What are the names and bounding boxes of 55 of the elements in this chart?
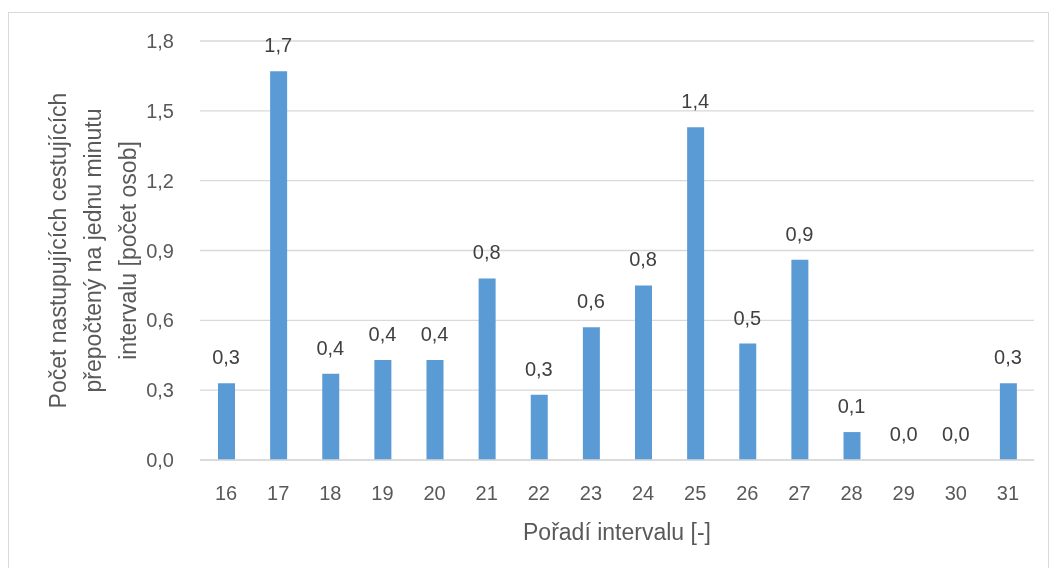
bar: [530, 394, 548, 460]
data-label: 0,1: [837, 395, 866, 418]
data-label: 0,5: [733, 306, 762, 329]
x-tick-label: 20: [423, 482, 446, 505]
bar: [218, 383, 235, 460]
x-tick-label: 19: [371, 482, 394, 505]
y-tick-label: 0,3: [146, 379, 174, 402]
x-tick-label: 31: [996, 482, 1020, 505]
x-axis-title: Pořadí intervalu [-]: [523, 519, 711, 545]
data-label: 0,3: [212, 346, 240, 369]
x-tick-label: 23: [579, 482, 603, 505]
bar: [270, 71, 288, 460]
bar: [426, 359, 444, 460]
bar: [322, 373, 340, 460]
x-tick-label: 25: [684, 482, 707, 505]
data-label: 0,4: [420, 322, 449, 345]
bar: [478, 278, 496, 460]
x-tick-label: 29: [892, 482, 915, 505]
data-label: 0,4: [368, 322, 397, 345]
y-tick-label: 1,2: [146, 169, 174, 192]
data-label: 0,9: [785, 222, 814, 245]
data-label: 0,0: [889, 423, 918, 445]
bar: [582, 327, 600, 460]
bar: [635, 285, 652, 460]
x-tick-label: 24: [631, 482, 655, 505]
data-label: 0,4: [316, 336, 345, 359]
x-tick-label: 21: [475, 482, 498, 505]
bar: [791, 259, 809, 460]
data-label: 0,3: [994, 346, 1022, 369]
bar: [739, 343, 757, 460]
x-tick-label: 30: [944, 482, 967, 505]
x-tick-label: 22: [527, 482, 550, 505]
y-tick-label: 0,0: [146, 449, 174, 472]
x-tick-label: 27: [788, 482, 811, 505]
x-tick-label: 16: [214, 482, 238, 505]
data-label: 0,6: [577, 290, 605, 313]
bar: [374, 359, 392, 460]
x-tick-label: 18: [319, 482, 342, 505]
y-tick-label: 1,8: [146, 30, 174, 53]
bar: [687, 127, 705, 460]
bar: [999, 383, 1017, 460]
data-label: 0,3: [524, 357, 553, 380]
data-label: 0,0: [941, 423, 970, 445]
x-tick-label: 28: [840, 482, 863, 505]
y-tick-label: 0,6: [146, 309, 174, 332]
y-axis-title: Počet nastupujících cestujících přepočtený na jednu minutu intervalu [počet osob]: [45, 92, 141, 409]
y-tick-label: 0,9: [146, 239, 174, 262]
y-tick-label: 1,5: [146, 99, 174, 122]
bar: [843, 432, 861, 460]
data-label: 0,8: [472, 241, 501, 264]
data-label: 0,8: [629, 248, 657, 271]
data-label: 1,4: [681, 90, 710, 113]
x-tick-label: 17: [267, 482, 290, 505]
x-tick-label: 26: [736, 482, 759, 505]
data-label: 1,7: [264, 34, 293, 57]
